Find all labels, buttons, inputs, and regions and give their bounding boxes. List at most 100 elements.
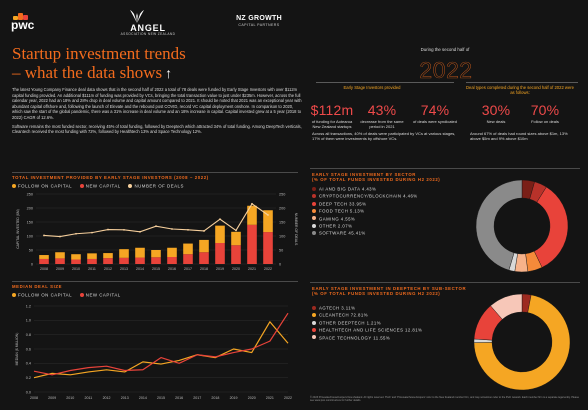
y-tick-label: 200 xyxy=(27,206,33,210)
donut-slice xyxy=(533,186,569,268)
legend-item: OTHER DEEPTECH 1.21% xyxy=(312,319,422,326)
divider xyxy=(316,82,454,83)
x-tick-label: 2012 xyxy=(103,396,111,400)
stat-value: $112m xyxy=(310,102,354,118)
legend-item: CRYPTOCURRENCY/BLOCKCHAIN 4.46% xyxy=(312,192,418,199)
deeptech-legend: AGTECH 3.11% CLEANTECH 72.81% OTHER DEEP… xyxy=(312,304,422,341)
point-number-of-deals xyxy=(91,231,93,234)
y2-tick-label: 0 xyxy=(279,262,281,266)
pwc-logo-mark xyxy=(13,12,31,20)
legend-label: CLEANTECH 72.81% xyxy=(319,312,368,318)
bar-new-capital xyxy=(119,257,129,264)
stat-caption: Follow on deals xyxy=(531,119,559,124)
x-tick-label: 2021 xyxy=(248,267,256,271)
y2-axis-label: NUMBER OF DEALS xyxy=(294,213,298,246)
legend-label: SPACE TECHNOLOGY 11.55% xyxy=(319,334,391,340)
legend-swatch xyxy=(312,313,316,318)
legend-label: NUMBER OF DEALS xyxy=(134,183,184,189)
bar-new-capital xyxy=(183,254,193,264)
bar-follow-on-capital xyxy=(39,255,49,259)
bar-follow-on-capital xyxy=(119,249,129,258)
legend-item: FOLLOW ON CAPITAL xyxy=(12,183,72,188)
donut-slice xyxy=(475,179,523,271)
stat-caption: New deals xyxy=(486,119,506,124)
legend-label: NEW CAPITAL xyxy=(85,292,121,298)
point-number-of-deals xyxy=(107,228,109,231)
legend-label: AI AND BIG DATA 4.43% xyxy=(319,186,377,192)
bar-follow-on-capital xyxy=(247,205,257,225)
legend-swatch xyxy=(128,183,133,188)
legend-swatch xyxy=(79,292,84,297)
legend-item: FOLLOW ON CAPITAL xyxy=(12,292,72,297)
bar-new-capital xyxy=(231,245,241,264)
legend-swatch xyxy=(312,186,316,191)
x-tick-label: 2021 xyxy=(266,396,274,400)
bar-new-capital xyxy=(215,243,225,264)
median-chart-title: MEDIAN DEAL SIZE xyxy=(12,284,63,289)
intro-paragraph-1: The latest Young Company Finance deal da… xyxy=(12,87,302,120)
y-axis-label: CAPITAL INVESTED ($M) xyxy=(16,209,20,249)
x-tick-label: 2018 xyxy=(211,396,219,400)
angel-wings-icon xyxy=(130,10,144,23)
bar-new-capital xyxy=(39,258,49,264)
y-tick-label: 0 xyxy=(31,262,33,266)
x-tick-label: 2011 xyxy=(88,267,96,271)
bar-new-capital xyxy=(103,258,113,264)
median-line-chart: 0.0 0.2 0.4 0.6 0.8 1.0 1.2 MEDIAN ($ MILLION) 2… xyxy=(15,304,292,400)
x-tick-label: 2017 xyxy=(184,267,192,271)
y-tick-label: 0.6 xyxy=(26,347,31,351)
legend-swatch xyxy=(312,328,316,333)
investment-bar-chart: 0 0 50 50 100 100 150 150 200 200 250 250 CAPITAL IN… xyxy=(16,192,298,271)
legend-label: CRYPTOCURRENCY/BLOCKCHAIN 4.46% xyxy=(319,193,418,199)
x-tick-label: 2020 xyxy=(248,396,256,400)
legend-item: CLEANTECH 72.81% xyxy=(312,311,422,318)
bar-follow-on-capital xyxy=(55,252,65,259)
bar-follow-on-capital xyxy=(231,231,241,246)
intro-text: The latest Young Company Finance deal da… xyxy=(12,87,304,135)
stat-caption: decrease from the same period in 2021 xyxy=(360,119,404,129)
nzg-logo-name: NZ GROWTH xyxy=(236,15,282,22)
stat-caption: of funding for Aotearoa New Zealand star… xyxy=(311,119,353,129)
legend-label: NEW CAPITAL xyxy=(85,183,121,189)
x-tick-label: 2019 xyxy=(230,396,238,400)
legend-swatch xyxy=(312,209,316,214)
legend-item: HEALTHTECH AND LIFE SCIENCES 12.81% xyxy=(312,326,422,333)
legend-item: GAMING 4.55% xyxy=(312,215,418,222)
legend-item: FOOD TECH 5.13% xyxy=(312,207,418,214)
y-tick-label: 1.2 xyxy=(26,304,31,308)
bar-new-capital xyxy=(151,257,161,264)
stat-new-deals: 30% New deals xyxy=(474,102,518,124)
x-tick-label: 2009 xyxy=(56,267,64,271)
point-number-of-deals xyxy=(171,228,173,230)
x-tick-label: 2016 xyxy=(175,396,183,400)
divider xyxy=(12,172,298,173)
intro-paragraph-2: Software remains the most funded sector,… xyxy=(12,123,302,135)
sector-legend: AI AND BIG DATA 4.43% CRYPTOCURRENCY/BLO… xyxy=(312,185,418,237)
legend-label: DEEP TECH 33.95% xyxy=(319,201,367,207)
x-tick-label: 2012 xyxy=(104,267,112,271)
stat-follow-on-deals: 70% Follow on deals xyxy=(520,102,570,124)
point-number-of-deals xyxy=(219,218,221,221)
deeptech-chart-subtitle: (% OF TOTAL FUNDS INVESTED DURING H2 202… xyxy=(312,291,441,297)
line-new-capital xyxy=(33,312,289,376)
legend-item: NEW CAPITAL xyxy=(79,292,121,298)
x-tick-label: 2014 xyxy=(136,267,144,271)
legend-item: OTHER 2.07% xyxy=(312,222,418,229)
x-tick-label: 2011 xyxy=(85,396,93,400)
legend-item: SPACE TECHNOLOGY 11.55% xyxy=(312,334,422,341)
period-label: During the second half of xyxy=(420,47,470,52)
round-size-note: Around 67% of deals had round sizes abov… xyxy=(470,131,568,142)
bar-follow-on-capital xyxy=(215,225,225,243)
y2-tick-label: 100 xyxy=(279,234,285,238)
x-tick-label: 2022 xyxy=(284,396,292,400)
bar-new-capital xyxy=(247,224,257,264)
sector-chart-title-line: EARLY STAGE INVESTMENT BY SECTOR xyxy=(312,172,416,177)
sector-chart-subtitle: (% OF TOTAL FUNDS INVESTED DURING H2 202… xyxy=(312,177,441,183)
x-tick-label: 2015 xyxy=(152,267,160,271)
x-tick-label: 2013 xyxy=(121,396,129,400)
x-tick-label: 2010 xyxy=(72,267,80,271)
legend-item: NUMBER OF DEALS xyxy=(128,183,183,188)
legend-item: AI AND BIG DATA 4.43% xyxy=(312,185,418,192)
vc-participation-note: Across all transactions, 40% of deals we… xyxy=(312,131,456,142)
y-axis-label: MEDIAN ($ MILLION) xyxy=(15,333,19,366)
